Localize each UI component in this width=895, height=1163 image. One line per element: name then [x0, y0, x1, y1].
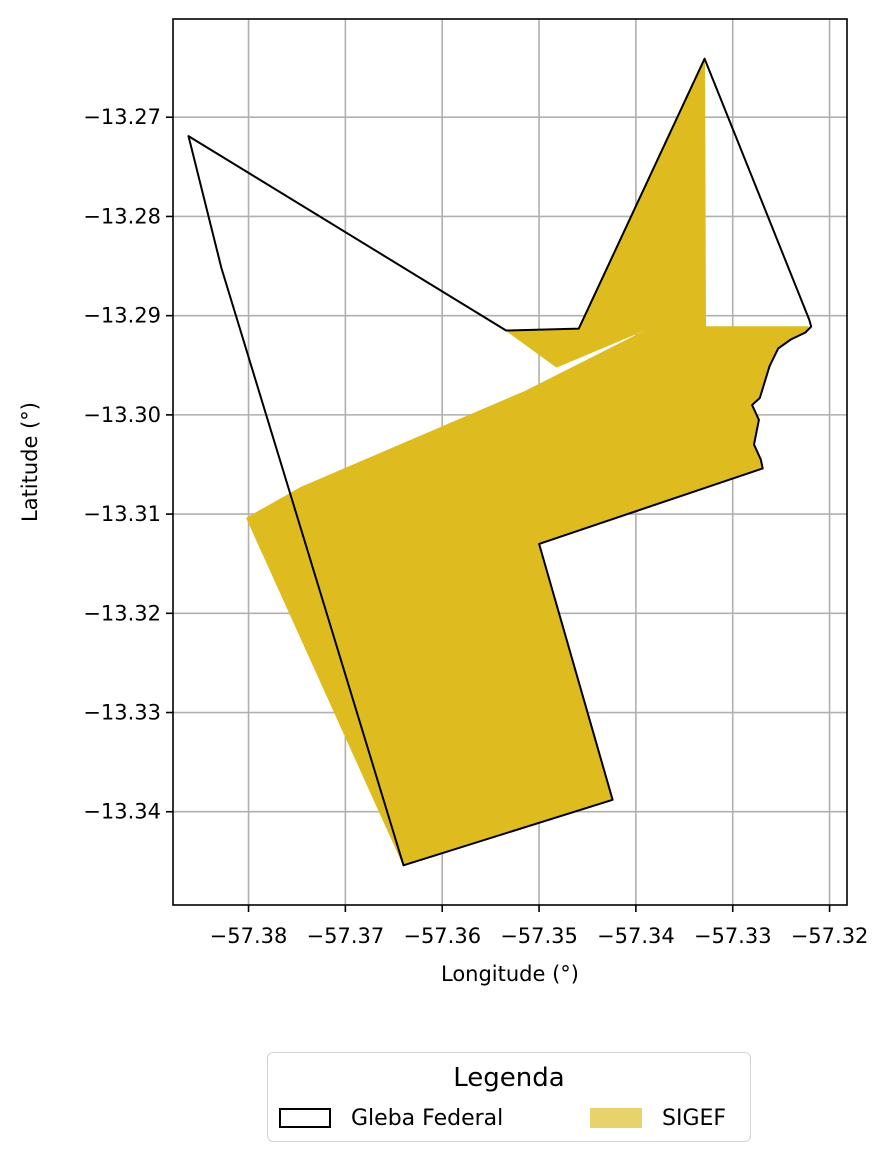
x-axis-label: Longitude (°) — [441, 962, 579, 986]
legend: Legenda Gleba Federal SIGEF — [267, 1052, 751, 1142]
y-tick-label: −13.29 — [83, 304, 161, 328]
x-tick-label: −57.35 — [500, 924, 578, 948]
y-tick-label: −13.31 — [83, 502, 161, 526]
y-tick-label: −13.32 — [83, 601, 161, 625]
gleba-federal-polygon — [187, 57, 813, 867]
sigef-polygon — [504, 58, 707, 368]
legend-label-gleba-federal: Gleba Federal — [351, 1105, 504, 1131]
sigef-layer — [246, 58, 809, 866]
gleba-federal-layer — [187, 57, 813, 867]
y-tick-label: −13.34 — [83, 800, 161, 824]
y-tick-label: −13.28 — [83, 204, 161, 228]
axis-ticks: −57.38 −57.37 −57.36 −57.35 −57.34 −57.33 −57.… — [83, 105, 868, 948]
legend-entry-sigef: SIGEF — [590, 1105, 726, 1131]
map-chart: −57.38 −57.37 −57.36 −57.35 −57.34 −57.33 −57.… — [18, 18, 868, 986]
y-tick-label: −13.27 — [83, 105, 161, 129]
sigef-polygon — [246, 326, 809, 866]
x-tick-label: −57.38 — [210, 924, 288, 948]
legend-title: Legenda — [453, 1063, 565, 1093]
y-axis-label: Latitude (°) — [18, 402, 42, 522]
x-tick-label: −57.34 — [597, 924, 675, 948]
x-tick-label: −57.32 — [791, 924, 869, 948]
axes-frame — [172, 18, 848, 906]
x-tick-label: −57.37 — [307, 924, 385, 948]
legend-entry-gleba-federal: Gleba Federal — [279, 1105, 503, 1131]
legend-label-sigef: SIGEF — [662, 1105, 727, 1131]
y-tick-label: −13.30 — [83, 403, 161, 427]
legend-swatch-sigef — [590, 1108, 642, 1128]
legend-swatch-gleba-federal — [279, 1108, 331, 1128]
x-tick-label: −57.36 — [403, 924, 481, 948]
x-tick-label: −57.33 — [694, 924, 772, 948]
y-tick-label: −13.33 — [83, 701, 161, 725]
